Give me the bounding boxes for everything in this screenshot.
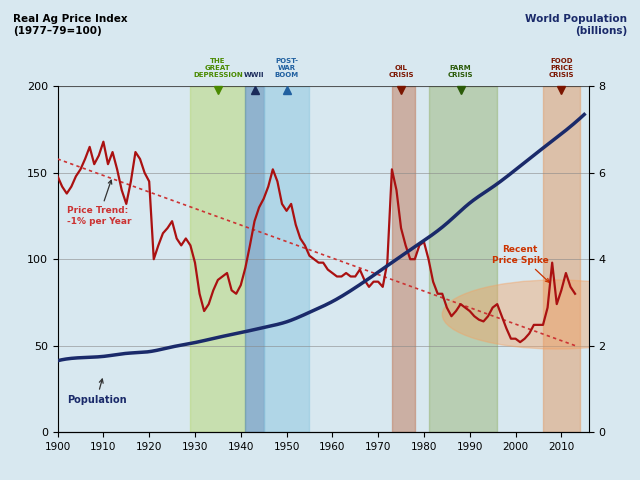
Text: FARM
CRISIS: FARM CRISIS bbox=[448, 65, 474, 78]
Bar bbox=[245, 86, 264, 432]
Text: FOOD
PRICE
CRISIS: FOOD PRICE CRISIS bbox=[548, 58, 574, 78]
Text: Real Ag Price Index
(1977–79=100): Real Ag Price Index (1977–79=100) bbox=[13, 14, 127, 36]
Text: WWII: WWII bbox=[244, 72, 265, 78]
Bar bbox=[392, 86, 415, 432]
Text: THE
GREAT
DEPRESSION: THE GREAT DEPRESSION bbox=[193, 58, 243, 78]
Bar bbox=[543, 86, 580, 432]
Text: Recent
Price Spike: Recent Price Spike bbox=[492, 245, 549, 282]
Ellipse shape bbox=[442, 280, 640, 349]
Text: World Population
(billions): World Population (billions) bbox=[525, 14, 627, 36]
Bar bbox=[264, 86, 310, 432]
Text: Price Trend:
-1% per Year: Price Trend: -1% per Year bbox=[67, 180, 131, 226]
Bar bbox=[190, 86, 245, 432]
Bar bbox=[429, 86, 497, 432]
Text: Population: Population bbox=[67, 379, 126, 405]
Text: POST-
WAR
BOOM: POST- WAR BOOM bbox=[275, 58, 299, 78]
Text: OIL
CRISIS: OIL CRISIS bbox=[388, 65, 414, 78]
